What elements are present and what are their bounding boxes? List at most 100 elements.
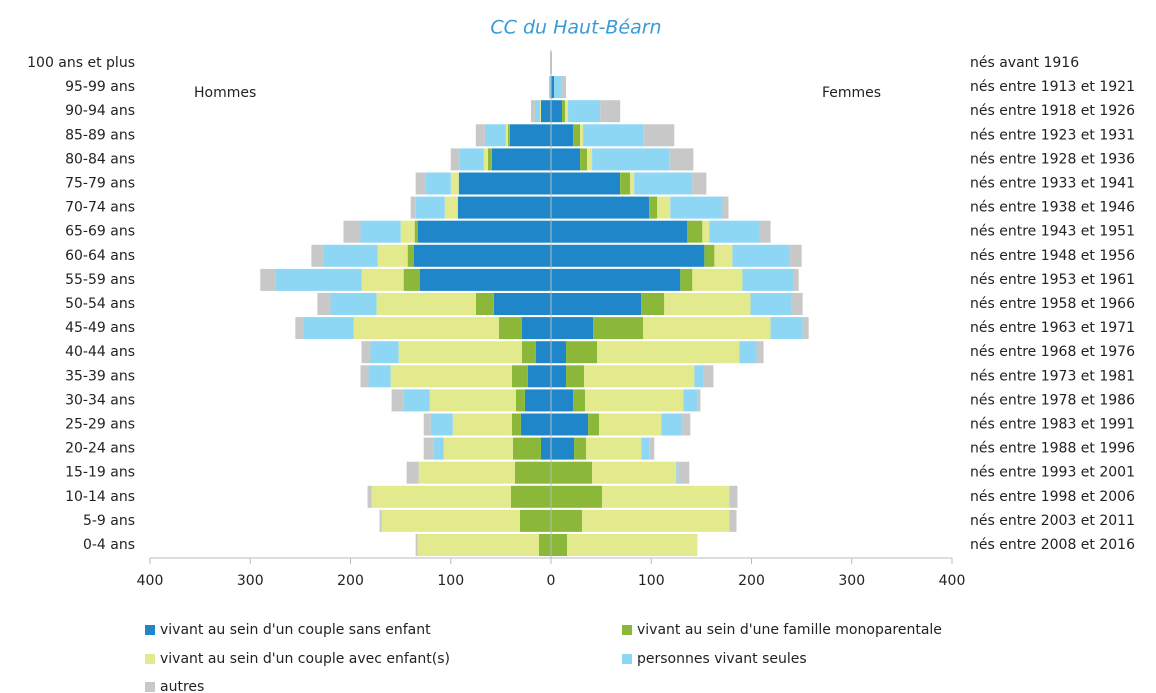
bar-segment (295, 317, 304, 340)
bar-segment (683, 389, 698, 412)
bar-segment (704, 244, 715, 267)
bar-segment (585, 389, 684, 412)
birth-label: nés entre 1913 et 1921 (970, 79, 1135, 95)
bar-segment (520, 413, 551, 436)
bar-segment (381, 509, 520, 532)
bar-segment (419, 268, 551, 291)
bar-segment (317, 293, 331, 315)
bar-segment (458, 172, 551, 195)
bar-segment (551, 100, 563, 123)
birth-label: nés entre 1993 et 2001 (970, 465, 1135, 481)
bar-segment (661, 413, 683, 436)
side-label: Hommes (194, 85, 256, 101)
x-tick-label: 200 (337, 573, 364, 589)
bar-segment (567, 534, 698, 556)
bar-segment (457, 196, 551, 219)
age-label: 50-54 ans (65, 296, 135, 312)
bar-segment (417, 534, 539, 556)
birth-label: nés entre 1983 et 1991 (970, 417, 1135, 433)
bar-segment (722, 196, 729, 219)
bar-segment (562, 100, 566, 123)
age-label: 55-59 ans (65, 272, 135, 288)
bar-segment (600, 100, 621, 123)
bar-segment (580, 148, 588, 171)
bar-segment (443, 437, 513, 460)
birth-label: nés entre 1988 et 1996 (970, 441, 1135, 457)
bar-segment (498, 317, 522, 340)
birth-label: nés entre 1958 et 1966 (970, 296, 1135, 312)
bar-segment (379, 509, 382, 532)
bar-segment (750, 293, 792, 315)
legend-swatch (145, 625, 155, 635)
legend-label: autres (160, 679, 204, 693)
bar-segment (687, 220, 703, 243)
bar-segment (714, 244, 733, 267)
bar-segment (551, 124, 574, 147)
bar-segment (551, 52, 553, 74)
bar-segment (367, 485, 372, 508)
bar-segment (534, 100, 540, 123)
age-label: 45-49 ans (65, 320, 135, 336)
bar-segment (415, 196, 445, 219)
bar-segment (791, 293, 803, 315)
bar-segment (592, 461, 677, 484)
bar-segment (415, 172, 426, 195)
bar-segment (551, 365, 567, 388)
bar-segment (551, 244, 705, 267)
bar-segment (515, 389, 525, 412)
birth-label: nés entre 1938 et 1946 (970, 200, 1135, 216)
bar-segment (521, 317, 551, 340)
legend-swatch (145, 682, 155, 692)
bar-segment (680, 268, 693, 291)
bar-segment (566, 341, 598, 364)
bar-segment (588, 413, 600, 436)
bar-segment (551, 413, 589, 436)
age-label: 10-14 ans (65, 489, 135, 505)
age-label: 40-44 ans (65, 344, 135, 360)
bar-segment (573, 124, 581, 147)
age-label: 0-4 ans (83, 537, 135, 553)
bar-segment (742, 268, 794, 291)
bar-segment (444, 196, 458, 219)
legend-swatch (145, 654, 155, 664)
bar-segment (580, 124, 584, 147)
bar-segment (630, 172, 635, 195)
birth-label: nés entre 1998 et 2006 (970, 489, 1135, 505)
bar-segment (303, 317, 354, 340)
birth-label: nés entre 1933 et 1941 (970, 176, 1135, 192)
bar-segment (739, 341, 757, 364)
age-label: 5-9 ans (83, 513, 135, 529)
birth-label: nés entre 1918 et 1926 (970, 103, 1135, 119)
bar-segment (450, 148, 460, 171)
bar-segment (377, 244, 408, 267)
bar-segment (582, 509, 730, 532)
bar-segment (802, 317, 809, 340)
x-tick-label: 300 (838, 573, 865, 589)
bar-segment (643, 317, 771, 340)
bar-segment (407, 244, 414, 267)
bar-segment (729, 509, 737, 532)
bar-segment (586, 437, 642, 460)
bar-segment (361, 268, 404, 291)
age-label: 25-29 ans (65, 417, 135, 433)
x-tick-label: 100 (437, 573, 464, 589)
bar-segment (423, 413, 431, 436)
birth-label: nés entre 1923 et 1931 (970, 127, 1135, 143)
bar-segment (514, 461, 551, 484)
birth-label: nés entre 1943 et 1951 (970, 224, 1135, 240)
bar-segment (664, 293, 751, 315)
x-tick-label: 0 (547, 573, 556, 589)
bar-segment (678, 461, 690, 484)
bar-segment (597, 341, 740, 364)
x-tick-label: 300 (237, 573, 264, 589)
bar-segment (694, 365, 704, 388)
bar-segment (643, 124, 675, 147)
bar-segment (524, 389, 551, 412)
bar-segment (551, 196, 650, 219)
age-label: 70-74 ans (65, 200, 135, 216)
bar-segment (551, 317, 594, 340)
bar-segment (592, 148, 670, 171)
bar-segment (509, 124, 551, 147)
age-label: 20-24 ans (65, 441, 135, 457)
